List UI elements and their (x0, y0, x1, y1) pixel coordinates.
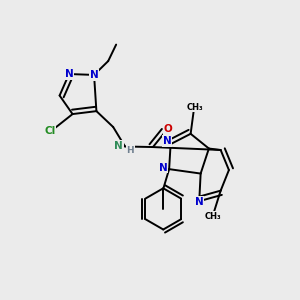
Text: N: N (194, 197, 203, 207)
Text: N: N (90, 70, 98, 80)
Text: Cl: Cl (44, 126, 56, 136)
Text: H: H (127, 146, 134, 155)
Text: N: N (114, 141, 123, 151)
Text: O: O (164, 124, 172, 134)
Text: N: N (159, 163, 168, 173)
Text: CH₃: CH₃ (186, 103, 203, 112)
Text: N: N (65, 69, 74, 79)
Text: N: N (163, 136, 172, 146)
Text: CH₃: CH₃ (204, 212, 221, 221)
